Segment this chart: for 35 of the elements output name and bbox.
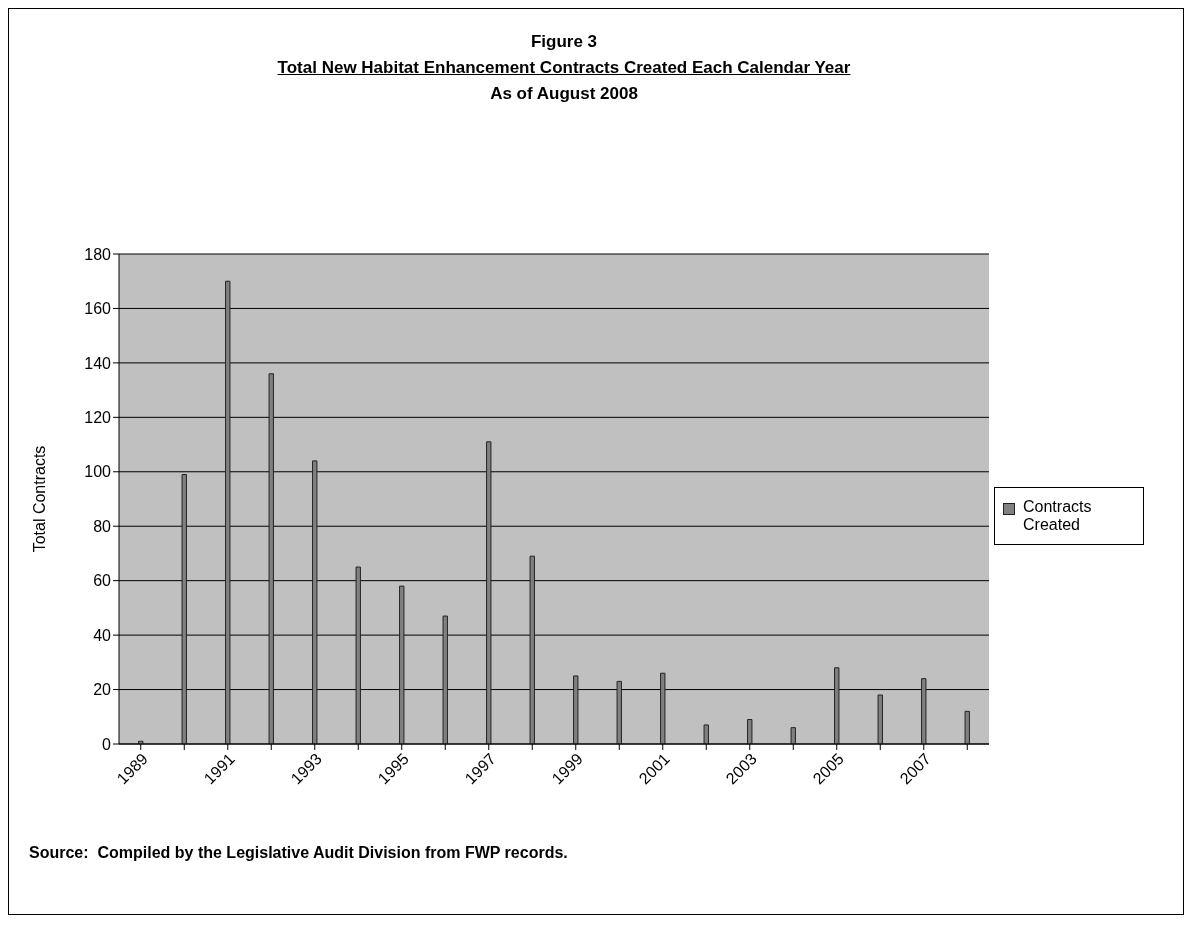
bar: [399, 585, 405, 744]
bar: [573, 675, 579, 744]
y-tick-label: 60: [93, 572, 112, 590]
bar: [834, 667, 840, 744]
y-tick-label: 0: [102, 735, 112, 753]
bar: [616, 680, 622, 744]
bar: [355, 566, 361, 744]
y-axis-title: Total Contracts: [30, 445, 48, 553]
y-tick-label: 120: [84, 409, 112, 427]
bar: [921, 678, 927, 744]
bar: [964, 710, 970, 744]
bar: [442, 615, 448, 744]
bar: [660, 672, 666, 744]
y-tick-label: 160: [84, 300, 112, 318]
y-tick-label: 40: [93, 626, 112, 644]
y-tick-label: 180: [84, 245, 112, 263]
source-note: Source: Compiled by the Legislative Audit Division from FWP records.: [29, 844, 568, 862]
bar: [312, 460, 318, 744]
bar: [747, 719, 753, 744]
chart-subtitle: Total New Habitat Enhancement Contracts Created Each Calendar Year: [276, 57, 852, 79]
y-tick-label: 140: [84, 354, 112, 372]
bar: [529, 555, 535, 744]
bar: [486, 441, 492, 744]
y-tick-label: 20: [93, 681, 112, 699]
bar: [268, 373, 274, 744]
bar: [225, 280, 231, 744]
bar: [181, 474, 187, 744]
bar: [790, 727, 796, 744]
y-tick-label: 100: [84, 463, 112, 481]
legend-label: Contracts Created: [1023, 498, 1093, 534]
text: As of August 2008: [489, 83, 639, 105]
bar: [877, 694, 883, 744]
bar: [703, 724, 709, 744]
chart-title: Figure 3: [529, 31, 599, 53]
y-tick-label: 80: [93, 517, 112, 535]
